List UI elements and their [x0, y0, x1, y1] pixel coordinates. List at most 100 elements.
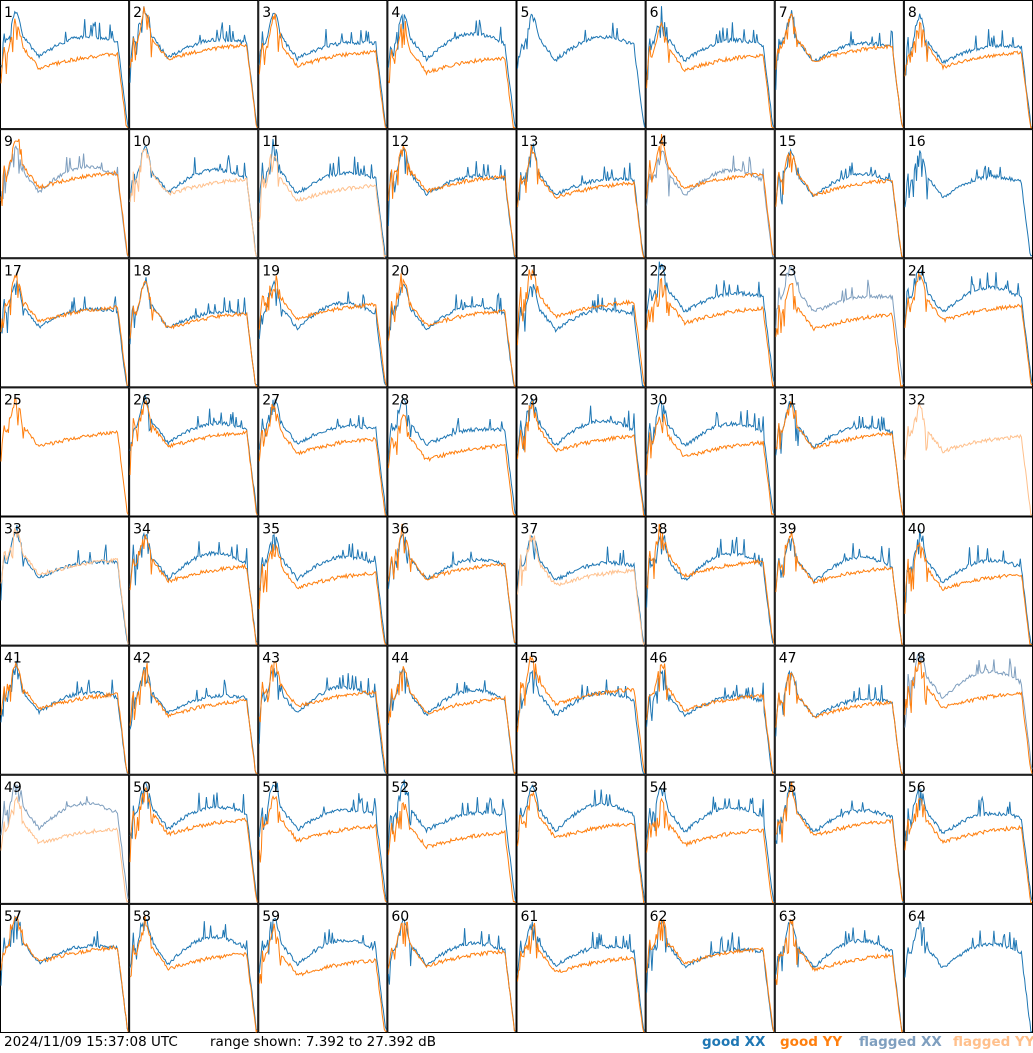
tile-label: 57 [4, 909, 22, 925]
panel-frame [0, 645, 130, 775]
range-text: range shown: 7.392 to 27.392 dB [210, 1034, 436, 1050]
panel-frame [903, 0, 1033, 130]
panel-frame [516, 258, 646, 388]
tile-panel: 1 [0, 0, 130, 130]
tile-panel: 19 [258, 258, 388, 388]
tile-panel: 3 [258, 0, 388, 130]
tile-label: 2 [133, 5, 142, 21]
yy-trace [387, 666, 516, 775]
yy-trace [387, 921, 516, 1032]
tile-panel: 9 [0, 129, 130, 259]
panel-frame [516, 129, 646, 259]
xx-trace [517, 284, 646, 387]
xx-trace [646, 920, 775, 1032]
yy-trace [0, 272, 129, 386]
tile-label: 15 [779, 134, 797, 150]
yy-trace [258, 13, 387, 129]
tile-label: 55 [779, 780, 797, 796]
tile-panel: 43 [258, 645, 388, 775]
yy-trace [129, 399, 258, 516]
xx-trace [904, 150, 1033, 257]
yy-trace [646, 663, 774, 774]
legend-flagged-yy: flagged YY [953, 1034, 1033, 1050]
tile-label: 39 [779, 522, 797, 538]
panel-frame [258, 774, 388, 904]
tile-panel: 6 [645, 0, 775, 130]
tile-label: 22 [650, 263, 668, 279]
tile-label: 4 [391, 5, 400, 21]
panel-frame [129, 258, 259, 388]
tile-panel: 24 [903, 258, 1033, 388]
tile-label: 44 [391, 651, 409, 667]
yy-trace [258, 923, 387, 1033]
tile-panel: 50 [129, 774, 259, 904]
tile-label: 21 [521, 263, 539, 279]
yy-trace [129, 662, 258, 774]
xx-trace [129, 6, 258, 128]
xx-trace [0, 660, 129, 774]
panel-frame [387, 0, 517, 130]
yy-trace [646, 277, 775, 388]
yy-trace [0, 398, 129, 515]
tile-panel: 54 [645, 774, 775, 904]
panel-frame [645, 903, 775, 1033]
tile-label: 33 [4, 522, 22, 538]
xx-trace [387, 397, 516, 516]
panel-frame [516, 903, 646, 1033]
panel-frame [129, 516, 259, 646]
panel-frame [0, 258, 130, 388]
panel-frame [516, 645, 646, 775]
xx-trace [0, 914, 129, 1032]
tile-panel: 8 [903, 0, 1033, 130]
panel-frame [774, 0, 904, 130]
tile-panel: 51 [258, 774, 388, 904]
xx-trace [517, 13, 646, 128]
yy-trace [0, 661, 129, 774]
tile-label: 58 [133, 909, 151, 925]
yy-trace [0, 18, 129, 129]
tile-panel: 61 [516, 903, 646, 1033]
tile-label: 3 [262, 5, 271, 21]
tile-panel: 14 [645, 129, 775, 259]
panel-frame [516, 387, 646, 517]
xx-trace [904, 652, 1033, 770]
panel-frame [903, 774, 1033, 904]
panel-frame [645, 129, 775, 259]
yy-trace [129, 280, 258, 387]
tile-panel: 31 [774, 387, 904, 517]
panel-frame [0, 516, 130, 646]
yy-trace [387, 273, 516, 387]
yy-trace [129, 915, 258, 1033]
xx-trace [0, 783, 129, 899]
tile-label: 41 [4, 651, 22, 667]
tile-panel: 17 [0, 258, 130, 388]
xx-trace [517, 535, 646, 645]
tile-panel: 20 [387, 258, 517, 388]
tile-label: 60 [391, 909, 409, 925]
tile-panel: 47 [774, 645, 904, 775]
panel-frame [516, 774, 646, 904]
panel-frame [258, 258, 388, 388]
yy-trace [129, 534, 258, 645]
yy-trace [646, 21, 774, 129]
tile-panel: 7 [774, 0, 904, 130]
xx-trace [258, 398, 387, 516]
panel-frame [129, 387, 259, 517]
tile-panel: 56 [903, 774, 1033, 904]
tile-panel: 25 [0, 387, 130, 517]
tile-panel: 27 [258, 387, 388, 517]
yy-trace [387, 413, 516, 516]
yy-trace [517, 268, 646, 387]
panel-frame [258, 387, 388, 517]
tile-panel: 30 [645, 387, 775, 517]
yy-trace [258, 544, 387, 645]
xx-trace [775, 265, 904, 385]
tile-label: 26 [133, 392, 151, 408]
panel-frame [0, 903, 130, 1033]
yy-trace [0, 527, 129, 645]
panel-frame [387, 516, 517, 646]
tile-label: 12 [391, 134, 409, 150]
tile-panel: 18 [129, 258, 259, 388]
tile-label: 64 [908, 909, 926, 925]
